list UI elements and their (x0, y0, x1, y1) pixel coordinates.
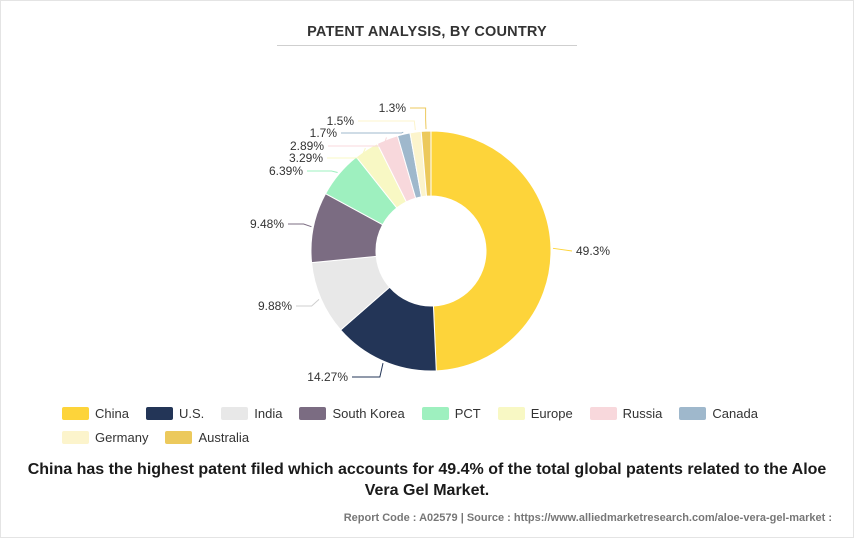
leader-line (341, 131, 404, 134)
data-label: 2.89% (290, 139, 324, 153)
chart-legend: China U.S. India South Korea PCT Europe Russia… (62, 405, 822, 445)
legend-swatch (165, 430, 193, 444)
data-label: 1.7% (310, 126, 338, 140)
legend-item[interactable]: Russia (589, 405, 663, 421)
legend-label: Germany (95, 429, 149, 445)
legend-item[interactable]: PCT (421, 405, 481, 421)
data-label: 1.3% (379, 101, 407, 115)
slice-australia[interactable] (420, 130, 432, 197)
legend-swatch (421, 406, 449, 420)
leader-line (352, 363, 384, 378)
data-label: 6.39% (269, 164, 303, 178)
leader-line (327, 147, 366, 159)
legend-item[interactable]: Europe (497, 405, 573, 421)
legend-swatch (145, 406, 173, 420)
donut-chart: 49.3% 14.27% 9.88% 9.48% 6.39%3.29%2.89%1.7%… (250, 101, 610, 384)
legend-item[interactable]: Canada (679, 405, 758, 421)
data-label: 1.5% (327, 114, 355, 128)
legend-label: Canada (712, 405, 758, 421)
legend-swatch (299, 406, 327, 420)
chart-title: PATENT ANALYSIS, BY COUNTRY (307, 24, 547, 40)
legend-item[interactable]: Germany (62, 429, 148, 445)
legend-label: China (95, 405, 129, 421)
leader-line (552, 247, 573, 252)
legend-label: Europe (530, 405, 573, 421)
legend-label: South Korea (332, 405, 405, 421)
leader-line (358, 120, 416, 131)
data-label: 49.3% (576, 244, 610, 258)
title-underline (277, 45, 577, 46)
leader-line (328, 137, 387, 147)
chart-caption: China has the highest patent filed which… (27, 461, 827, 499)
legend-item[interactable]: India (221, 405, 282, 421)
legend-label: PCT (454, 405, 481, 421)
data-label: 9.88% (258, 299, 292, 313)
legend-swatch (62, 430, 89, 444)
legend-swatch (679, 406, 707, 420)
data-label: 14.27% (307, 370, 348, 384)
leader-line (307, 170, 338, 173)
legend-label: U.S. (178, 405, 205, 421)
legend-swatch (497, 406, 525, 420)
data-label: 3.29% (289, 151, 323, 165)
source-footer: Report Code : A02579 | Source : https://… (343, 512, 832, 524)
legend-label: Australia (198, 429, 250, 445)
legend-label: Russia (622, 405, 663, 421)
legend-label: India (254, 405, 283, 421)
data-label: 9.48% (250, 217, 284, 231)
leader-line (410, 107, 427, 130)
legend-item[interactable]: Australia (165, 429, 249, 445)
legend-swatch (221, 406, 249, 420)
leader-line (288, 223, 312, 228)
slice-china[interactable] (430, 130, 552, 372)
legend-swatch (62, 406, 89, 420)
legend-item[interactable]: South Korea (299, 405, 405, 421)
leader-line (296, 299, 320, 307)
legend-item[interactable]: China (62, 405, 129, 421)
legend-item[interactable]: U.S. (145, 405, 205, 421)
legend-swatch (589, 406, 617, 420)
